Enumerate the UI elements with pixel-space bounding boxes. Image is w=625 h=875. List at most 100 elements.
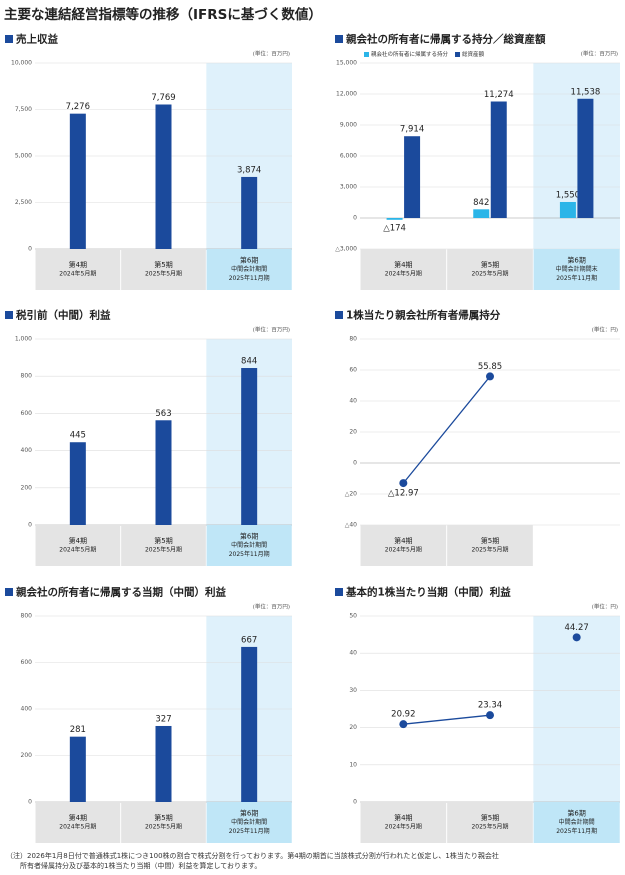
y-tick-label: 10,000 [11, 60, 32, 67]
x-tick-label: 2025年11月期 [229, 550, 270, 558]
x-tick-label: 第6期 [240, 256, 258, 265]
title-marker [5, 311, 13, 319]
category-cell [121, 525, 206, 566]
bar [241, 646, 258, 802]
x-tick-label: 中間会計期間 [231, 265, 267, 273]
chart-title: 1株当たり親会社所有者帰属持分 [346, 309, 501, 322]
x-tick-label: 第5期 [481, 260, 499, 269]
y-tick-label: 3,000 [340, 184, 357, 191]
value-label: 842 [473, 198, 489, 208]
category-cell [121, 249, 206, 290]
x-tick-label: 2025年11月期 [229, 274, 270, 282]
value-label: 563 [155, 409, 171, 419]
title-marker [335, 311, 343, 319]
bar [155, 725, 172, 802]
y-tick-label: 0 [28, 799, 32, 806]
y-tick-label: 0 [28, 522, 32, 529]
legend-label: 総資産額 [462, 50, 485, 58]
y-tick-label: 800 [21, 373, 33, 380]
title-marker [335, 588, 343, 596]
y-tick-label: 800 [21, 613, 33, 620]
y-tick-label: 9,000 [340, 122, 357, 129]
y-tick-label: 0 [353, 799, 357, 806]
y-tick-label: 600 [21, 659, 33, 666]
chart-title: 親会社の所有者に帰属する当期（中間）利益 [16, 586, 226, 599]
point [486, 711, 494, 720]
bar [155, 420, 172, 525]
x-tick-label: 2024年5月期 [385, 823, 422, 831]
y-tick-label: 50 [349, 613, 357, 620]
y-tick-label: 0 [353, 215, 357, 222]
footnote: 所有者帰属持分及び基本的1株当たり当期（中間）利益を算定しております。 [20, 861, 261, 870]
bar [490, 101, 507, 218]
chart-title: 売上収益 [16, 33, 58, 46]
bar [241, 368, 258, 525]
value-label: 7,769 [151, 93, 175, 103]
x-tick-label: 2025年5月期 [145, 270, 182, 278]
y-tick-label: 200 [21, 752, 33, 759]
x-tick-label: 第5期 [481, 813, 499, 822]
y-tick-label: 30 [349, 687, 357, 694]
x-tick-label: 2025年5月期 [471, 270, 508, 278]
category-cell [533, 802, 620, 843]
y-tick-label: 12,000 [336, 91, 357, 98]
category-cell [206, 525, 292, 566]
x-tick-label: 第4期 [394, 536, 412, 545]
bar [386, 218, 403, 220]
y-tick-label: 1,000 [15, 336, 32, 343]
x-tick-label: 2025年5月期 [145, 823, 182, 831]
chart-title: 税引前（中間）利益 [16, 309, 111, 322]
category-cell [360, 249, 447, 290]
y-tick-label: 0 [28, 246, 32, 253]
y-tick-label: 0 [353, 460, 357, 467]
category-cell [206, 249, 292, 290]
legend-swatch [364, 52, 369, 57]
x-tick-label: 中間会計期間 [231, 818, 267, 826]
x-tick-label: 第4期 [69, 260, 87, 269]
x-tick-label: 第6期 [567, 809, 585, 818]
unit-label: (単位：百万円) [253, 326, 290, 334]
category-cell [35, 802, 121, 843]
bar [155, 104, 172, 249]
value-label: 20.92 [391, 710, 415, 720]
line [403, 714, 491, 725]
value-label: 7,276 [66, 102, 90, 112]
x-tick-label: 2025年5月期 [471, 546, 508, 554]
bar [404, 136, 421, 218]
x-tick-label: 第4期 [394, 260, 412, 269]
category-cell [447, 525, 533, 566]
y-tick-label: △40 [345, 522, 357, 529]
y-tick-label: 60 [349, 367, 357, 374]
x-tick-label: 第5期 [154, 536, 172, 545]
value-label: △174 [383, 223, 406, 233]
title-marker [5, 35, 13, 43]
x-tick-label: 2024年5月期 [385, 546, 422, 554]
y-tick-label: 40 [349, 650, 357, 657]
bar [577, 98, 594, 218]
value-label: 1,550 [556, 190, 580, 200]
bar [241, 176, 258, 249]
point [572, 633, 581, 642]
unit-label: (単位：百万円) [253, 603, 290, 611]
point [399, 720, 408, 729]
y-tick-label: 40 [349, 398, 357, 405]
value-label: 445 [70, 431, 86, 441]
x-tick-label: 第6期 [567, 256, 585, 265]
category-cell [533, 249, 620, 290]
x-tick-label: 第6期 [240, 809, 258, 818]
footnote: （注）2026年1月8日付で普通株式1株につき100株の割合で株式分割を行ってお… [6, 851, 499, 860]
x-tick-label: 2024年5月期 [59, 270, 96, 278]
point [399, 479, 408, 488]
page-title: 主要な連結経営指標等の推移（IFRSに基づく数値） [4, 6, 322, 23]
category-cell [121, 802, 206, 843]
value-label: 7,914 [400, 125, 424, 135]
unit-label: (単位：百万円) [581, 50, 618, 58]
x-tick-label: 2025年11月期 [556, 274, 597, 282]
line [402, 376, 491, 484]
category-cell [206, 802, 292, 843]
x-tick-label: 第5期 [154, 260, 172, 269]
x-tick-label: 2024年5月期 [59, 546, 96, 554]
value-label: 281 [70, 725, 86, 735]
value-label: 11,538 [571, 87, 601, 97]
x-tick-label: 2025年11月期 [556, 827, 597, 835]
